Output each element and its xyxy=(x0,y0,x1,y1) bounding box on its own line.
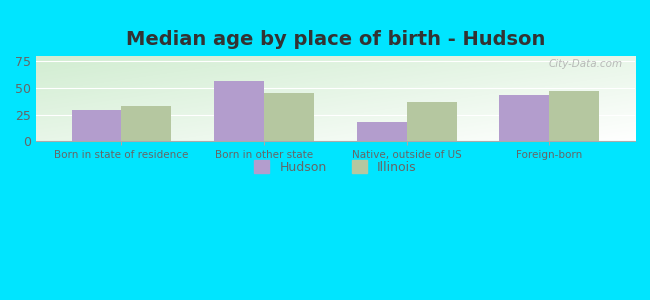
Text: City-Data.com: City-Data.com xyxy=(549,59,623,69)
Bar xyxy=(549,91,599,141)
Title: Median age by place of birth - Hudson: Median age by place of birth - Hudson xyxy=(125,30,545,49)
Bar xyxy=(264,93,314,141)
Bar xyxy=(72,110,122,141)
Bar xyxy=(214,81,264,141)
Legend: Hudson, Illinois: Hudson, Illinois xyxy=(250,155,421,179)
Bar xyxy=(122,106,172,141)
Bar xyxy=(357,122,407,141)
Bar xyxy=(499,95,549,141)
Bar xyxy=(407,102,457,141)
